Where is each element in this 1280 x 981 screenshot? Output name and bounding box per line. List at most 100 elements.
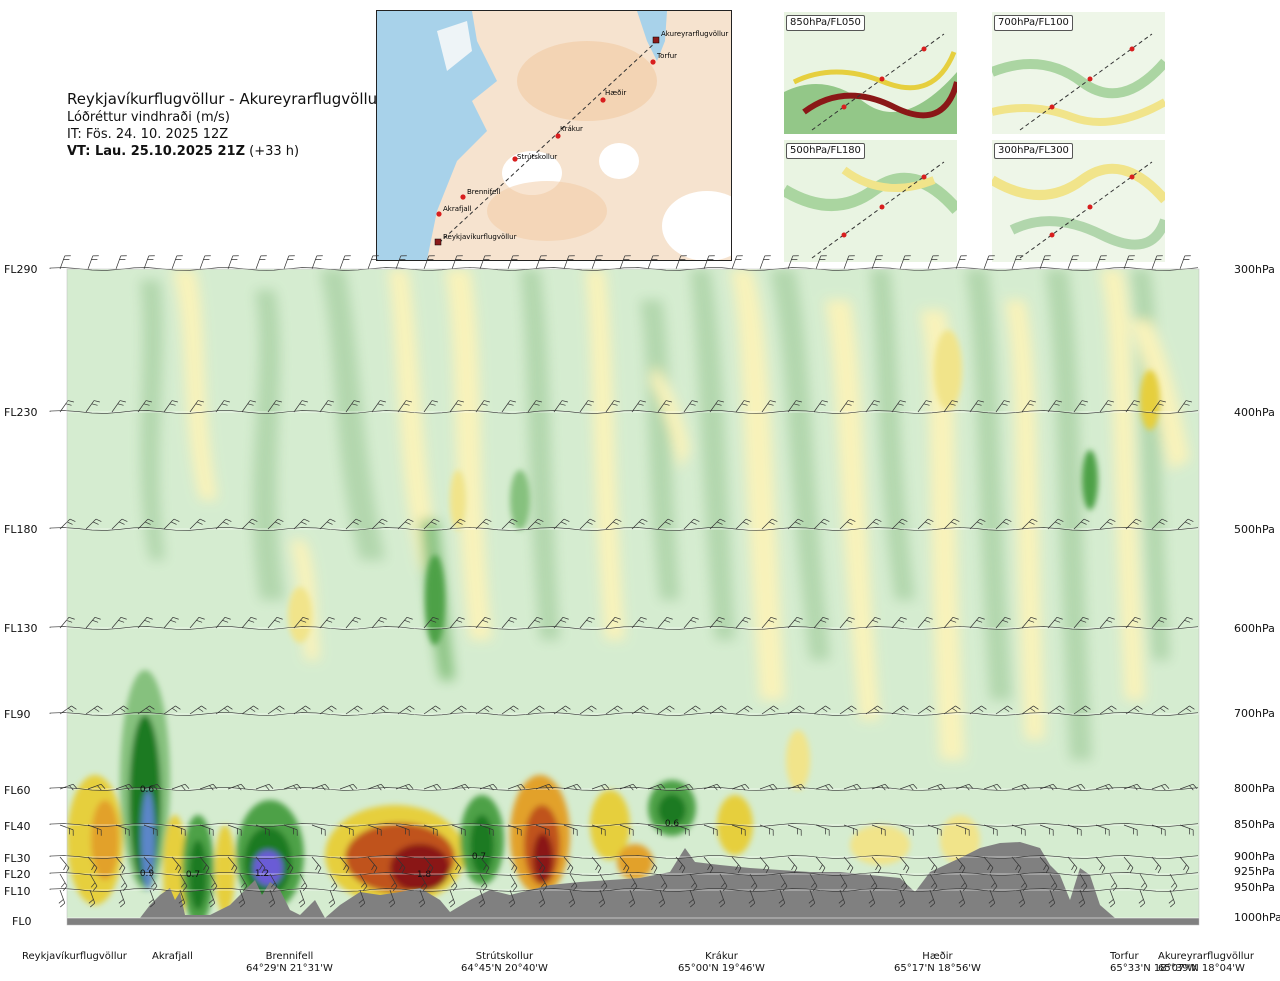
wind-barb-feather (898, 899, 904, 904)
route-map: Akureyrarflugvöllur Torfur Hæðir Krákur … (376, 10, 732, 261)
wind-barb-feather (1187, 518, 1194, 522)
wind-barb (1047, 518, 1059, 530)
wind-barb (563, 856, 574, 868)
wind-barb-feather (65, 867, 70, 874)
wind-barb-feather (91, 403, 98, 406)
wind-barb-feather (482, 620, 489, 623)
wind-barb-feather (371, 864, 375, 871)
wind-barb (735, 617, 746, 629)
wind-barb-feather (541, 867, 546, 874)
wind-barb (1151, 400, 1161, 413)
wind-barb-feather (152, 885, 158, 891)
wind-barb (1073, 705, 1086, 715)
wind-barb (293, 705, 306, 715)
wind-barb (815, 856, 826, 868)
wind-barb-feather (128, 783, 134, 789)
wind-barb (371, 617, 382, 629)
wind-barb-feather (1003, 400, 1010, 403)
wind-barb (59, 705, 72, 715)
wind-barb (171, 783, 186, 790)
wind-barb (1021, 617, 1032, 629)
wind-barb-feather (343, 864, 347, 871)
wind-barb-feather (713, 785, 718, 791)
wind-barb-feather (820, 620, 827, 623)
wind-barb-feather (623, 864, 627, 871)
wind-barb-feather (1043, 864, 1047, 871)
wind-barb (1109, 873, 1118, 887)
wind-barb-feather (93, 707, 100, 712)
wind-barb-feather (548, 783, 554, 789)
wind-barb-feather (1018, 899, 1024, 904)
wind-barb (85, 705, 98, 715)
wind-barb-feather (961, 867, 966, 874)
wind-barb-feather (1059, 705, 1065, 710)
wind-barb (527, 400, 537, 413)
wind-barb (143, 255, 150, 270)
wind-barb-feather (823, 518, 830, 522)
wind-barb (149, 873, 158, 887)
wind-barb-feather (976, 620, 983, 623)
wind-barb (149, 889, 156, 904)
wind-barb-feather (1168, 899, 1174, 904)
wind-barb-feather (665, 707, 672, 712)
route-map-svg: Akureyrarflugvöllur Torfur Hæðir Krákur … (377, 11, 731, 260)
wind-barb-feather (901, 518, 908, 522)
wind-barb-feather (125, 785, 130, 791)
wind-barb-feather (150, 882, 156, 888)
wind-barb (599, 873, 608, 887)
wind-barb-feather (629, 785, 634, 791)
wind-barb-feather (487, 705, 493, 710)
wind-barb-feather (432, 616, 439, 620)
wind-barb-feather (327, 400, 334, 403)
wind-barb-feather (352, 521, 359, 525)
wind-barb (839, 518, 851, 530)
wind-barb-feather (277, 518, 284, 522)
wind-barb (539, 873, 548, 887)
fl-label: FL230 (4, 406, 38, 419)
wind-barb-feather (208, 899, 214, 904)
wind-barb-feather (1077, 785, 1082, 791)
wind-barb-feather (611, 403, 618, 406)
wind-barb-feather (92, 620, 99, 623)
wind-barb-feather (868, 899, 874, 904)
wind-barb (865, 518, 877, 530)
wind-barb-feather (664, 620, 671, 623)
x-station-label: Hæðir 65°17'N 18°56'W (894, 951, 981, 974)
wind-barb (647, 783, 662, 790)
wind-barb-feather (899, 400, 906, 403)
wind-barb-feather (1080, 882, 1086, 888)
wind-barb-feather (358, 899, 364, 904)
wind-barb (423, 400, 433, 413)
wind-barb-feather (270, 882, 276, 888)
wind-barb (1095, 783, 1110, 790)
wind-barb (719, 873, 728, 887)
wind-barb-feather (540, 882, 546, 888)
wind-barb (1139, 889, 1146, 904)
wind-barb-feather (820, 521, 827, 525)
wind-barb (1067, 783, 1082, 790)
wind-barb (659, 889, 666, 904)
wind-barb-feather (1048, 899, 1054, 904)
wind-barb-feather (404, 521, 411, 525)
terrain-profile (67, 842, 1199, 925)
wind-barb-feather (695, 705, 701, 710)
wind-barb-feather (287, 864, 291, 871)
wind-barb-feather (1189, 705, 1195, 710)
wind-barb-feather (924, 620, 931, 623)
wind-barb-feather (362, 885, 368, 891)
wind-barb (955, 255, 962, 270)
wind-barb-feather (747, 705, 753, 710)
wind-barb (269, 889, 276, 904)
wind-barb-feather (1133, 400, 1140, 403)
wind-barb (917, 400, 927, 413)
contour-label: 1.2 (255, 869, 269, 879)
wind-barb (1179, 783, 1194, 790)
wind-barb-feather (249, 707, 256, 712)
wind-barb (839, 705, 852, 715)
wind-barb (1079, 873, 1088, 887)
upper-rise-streak (172, 269, 218, 500)
wind-barb-feather (458, 616, 465, 620)
wind-barb (731, 824, 746, 831)
wind-barb (215, 400, 225, 413)
wind-barb-feather (903, 864, 907, 871)
